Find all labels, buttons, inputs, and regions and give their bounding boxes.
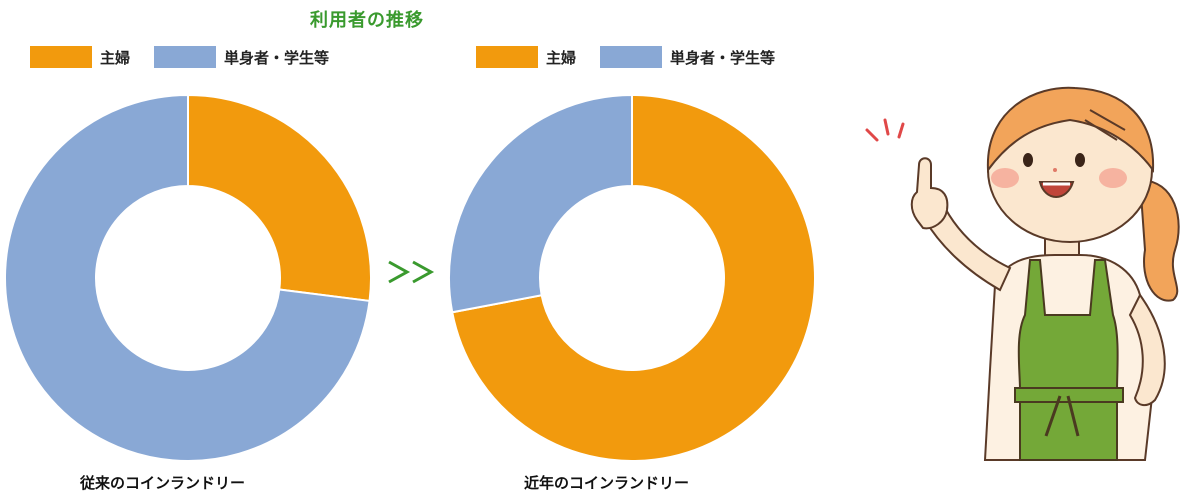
transition-arrow-icon xyxy=(388,260,435,284)
donut-0-slice-0 xyxy=(187,93,372,303)
alert-marks-icon xyxy=(865,118,905,142)
caption-left: 従来のコインランドリー xyxy=(80,474,246,492)
legend-item-housewife: 主婦 xyxy=(476,46,576,68)
legend-label-single: 単身者・学生等 xyxy=(224,48,330,67)
legend-swatch-single xyxy=(154,46,217,68)
legend-swatch-single xyxy=(600,46,663,68)
donut-1-slice-0 xyxy=(451,93,816,462)
chart-title: 利用者の推移 xyxy=(310,10,424,31)
legend-right: 主婦 単身者・学生等 xyxy=(476,46,799,68)
legend-item-single: 単身者・学生等 xyxy=(154,46,329,68)
legend-left: 主婦 単身者・学生等 xyxy=(30,46,353,68)
donut-charts xyxy=(4,93,816,462)
donut-0-slice-1 xyxy=(4,93,371,462)
legend-label-single: 単身者・学生等 xyxy=(670,48,776,67)
legend-item-single: 単身者・学生等 xyxy=(600,46,775,68)
pointing-woman-illustration xyxy=(865,86,1180,461)
legend-label-housewife: 主婦 xyxy=(546,48,577,67)
legend-swatch-housewife xyxy=(476,46,538,68)
donut-1-slice-1 xyxy=(448,93,633,314)
legend-label-housewife: 主婦 xyxy=(100,48,131,67)
caption-right: 近年のコインランドリー xyxy=(524,474,690,492)
legend-item-housewife: 主婦 xyxy=(30,46,130,68)
legend-swatch-housewife xyxy=(30,46,92,68)
